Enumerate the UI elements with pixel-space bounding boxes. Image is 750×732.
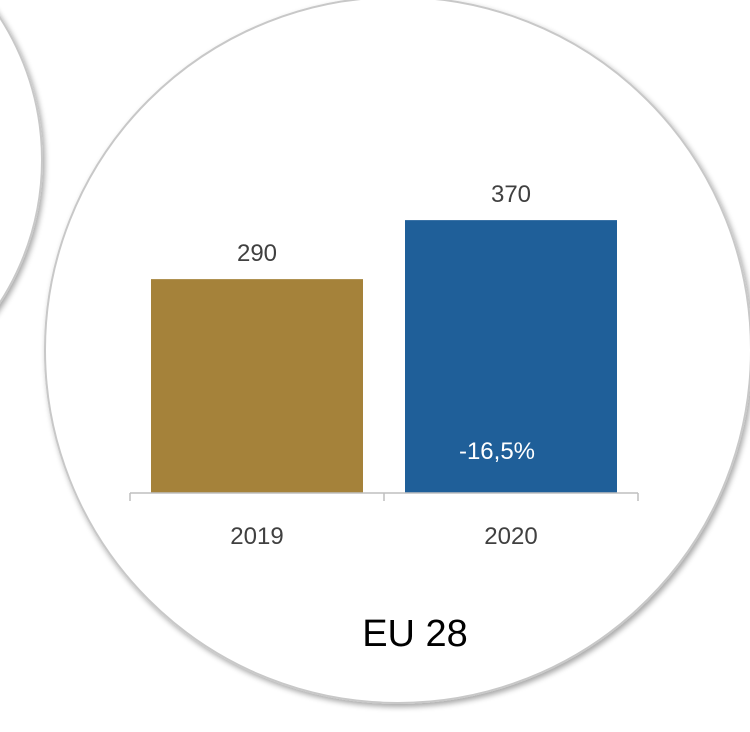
value-label-2019: 290 xyxy=(237,240,277,267)
background-circle xyxy=(45,0,750,703)
x-tick-label-2019: 2019 xyxy=(230,523,283,550)
x-tick-label-2020: 2020 xyxy=(484,523,537,550)
bar-2019 xyxy=(151,279,363,493)
inner-annotation: -16,5% xyxy=(459,438,535,465)
value-label-2020: 370 xyxy=(491,181,531,208)
region-label: EU 28 xyxy=(362,613,468,655)
left-partial-circle xyxy=(0,0,42,422)
